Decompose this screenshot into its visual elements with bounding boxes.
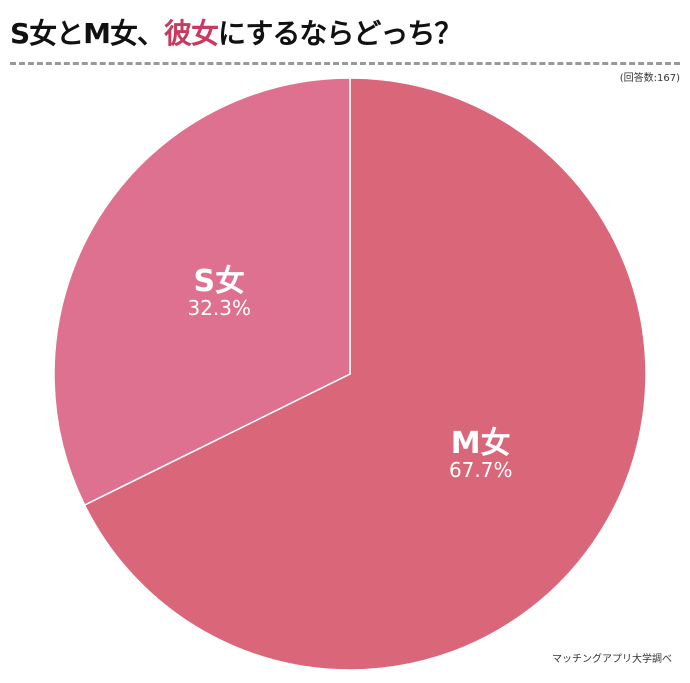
title-highlight: 彼女 [164, 17, 219, 50]
chart-title: S女とM女、彼女にするならどっち？ [10, 12, 462, 52]
title-part2: にするならどっち？ [218, 17, 462, 50]
slice-name-label: S女 [193, 264, 245, 299]
slice-percent-label: 32.3% [187, 296, 251, 320]
slice-name-label: M女 [451, 426, 511, 461]
respondent-count: (回答数:167) [619, 73, 680, 84]
pie-slice-0 [83, 77, 647, 671]
title-part1: S女とM女、 [10, 17, 165, 50]
dashed-divider [10, 62, 680, 65]
slice-percent-label: 67.7% [449, 458, 513, 482]
source-credit: マッチングアプリ大学調べ [552, 654, 672, 665]
pie-slice-1 [53, 77, 351, 507]
